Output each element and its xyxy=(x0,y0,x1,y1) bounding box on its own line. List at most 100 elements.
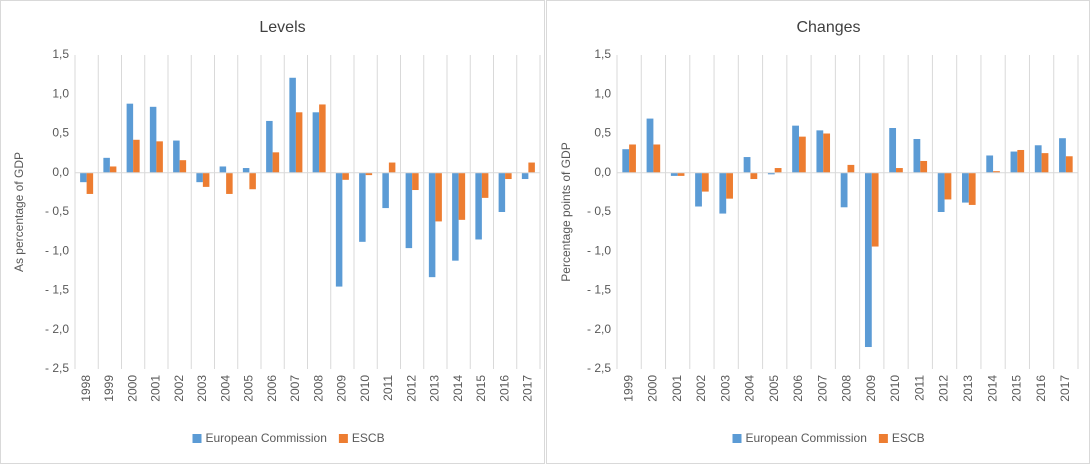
legend-swatch xyxy=(338,434,348,443)
bar xyxy=(133,139,140,173)
bar xyxy=(695,172,702,207)
y-tick-label: - 2,0 xyxy=(587,322,611,336)
legend-label: European Commission xyxy=(746,431,867,445)
x-tick-label: 2016 xyxy=(497,375,511,402)
bar xyxy=(646,118,654,173)
bar xyxy=(871,172,879,247)
bar xyxy=(342,172,349,180)
x-tick-label: 1999 xyxy=(102,375,116,402)
y-tick-label: - 2,5 xyxy=(45,361,69,375)
y-tick-label: - 2,5 xyxy=(587,361,611,375)
bar xyxy=(993,171,1000,173)
x-tick-label: 2002 xyxy=(694,375,708,402)
bar xyxy=(622,149,630,173)
bar xyxy=(475,172,482,240)
x-tick-label: 2003 xyxy=(195,375,209,402)
legend-label: ESCB xyxy=(352,431,385,445)
bar xyxy=(435,172,442,222)
bar xyxy=(750,172,758,180)
x-tick-label: 2007 xyxy=(288,375,302,402)
bar xyxy=(1059,138,1066,173)
x-tick-label: 2006 xyxy=(791,375,805,402)
bar xyxy=(156,141,163,173)
bar xyxy=(86,172,94,194)
bar xyxy=(319,104,326,173)
bar xyxy=(481,172,489,198)
bar xyxy=(701,172,709,192)
legend-swatch xyxy=(878,434,888,443)
bar xyxy=(847,164,855,173)
bar xyxy=(1041,153,1049,173)
bar xyxy=(365,172,373,176)
bar xyxy=(359,172,366,242)
x-tick-label: 2015 xyxy=(474,375,488,402)
y-tick-label: 1,5 xyxy=(594,47,611,61)
bar xyxy=(458,172,466,220)
x-tick-label: 2009 xyxy=(335,375,349,402)
x-tick-label: 2016 xyxy=(1034,375,1048,402)
bar xyxy=(249,172,256,190)
x-tick-label: 2015 xyxy=(1010,375,1024,402)
bar xyxy=(295,112,303,173)
y-tick-label: 0,5 xyxy=(594,126,611,140)
bar xyxy=(226,172,233,194)
bar xyxy=(653,144,661,173)
bar xyxy=(528,162,535,173)
bar xyxy=(179,160,187,173)
x-tick-label: 2013 xyxy=(428,375,442,402)
bar xyxy=(767,172,775,175)
bar xyxy=(126,103,134,173)
y-tick-label: - 0,5 xyxy=(587,204,611,218)
bar xyxy=(798,136,806,173)
y-tick-label: - 2,0 xyxy=(45,322,69,336)
x-tick-label: 2000 xyxy=(125,375,139,402)
bar xyxy=(816,130,824,173)
bar xyxy=(913,138,921,173)
y-tick-label: 1,5 xyxy=(52,47,69,61)
x-tick-label: 2000 xyxy=(646,375,660,402)
x-tick-label: 2012 xyxy=(937,375,951,402)
bar xyxy=(792,125,799,173)
x-tick-label: 2005 xyxy=(242,375,256,402)
x-tick-label: 2005 xyxy=(767,375,781,402)
x-tick-label: 2014 xyxy=(985,375,999,402)
bar xyxy=(1010,151,1018,173)
bar xyxy=(719,172,727,214)
y-tick-label: - 1,5 xyxy=(45,283,69,297)
bar xyxy=(149,106,157,173)
y-tick-label: 0,5 xyxy=(52,126,69,140)
y-tick-label: 1,0 xyxy=(52,86,69,100)
bar xyxy=(944,172,952,200)
bar xyxy=(1034,145,1042,173)
bar xyxy=(272,152,280,173)
bar xyxy=(103,157,110,173)
bar xyxy=(405,172,413,249)
y-tick-label: 0,0 xyxy=(52,165,69,179)
y-axis-label: Percentage points of GDP xyxy=(559,142,573,281)
bar xyxy=(452,172,459,261)
x-tick-label: 2014 xyxy=(451,375,465,402)
x-tick-label: 2017 xyxy=(1058,375,1072,402)
bar xyxy=(173,140,180,173)
bar xyxy=(743,157,751,173)
bar xyxy=(412,172,419,191)
bar xyxy=(335,172,343,287)
x-tick-label: 2001 xyxy=(149,375,163,402)
bar xyxy=(428,172,436,278)
x-tick-label: 2006 xyxy=(265,375,279,402)
bar xyxy=(289,77,296,173)
bar xyxy=(382,172,389,209)
x-tick-label: 2009 xyxy=(864,375,878,402)
bar xyxy=(196,172,203,183)
bar xyxy=(505,172,512,180)
y-tick-label: 1,0 xyxy=(594,86,611,100)
x-tick-label: 2001 xyxy=(670,375,684,402)
bar xyxy=(840,172,848,208)
bar xyxy=(962,172,969,203)
x-tick-label: 2011 xyxy=(912,375,926,401)
bar xyxy=(726,172,733,199)
bar xyxy=(920,160,928,173)
bar xyxy=(774,168,782,173)
bar xyxy=(937,172,945,212)
bar xyxy=(202,172,210,187)
